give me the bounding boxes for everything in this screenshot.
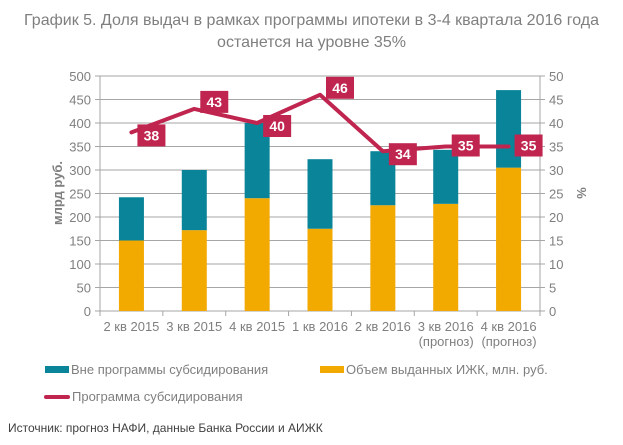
data-label: 46: [332, 80, 348, 96]
bar-volume: [496, 167, 522, 311]
data-label: 43: [206, 94, 222, 110]
data-label-box: [326, 76, 354, 99]
y-tick-label: 150: [69, 234, 91, 249]
x-tick-label: 4 кв 2015: [229, 319, 285, 334]
y2-tick-label: 30: [549, 163, 563, 178]
bar-volume: [244, 198, 270, 311]
data-label: 35: [458, 138, 474, 154]
x-tick-label: (прогноз): [419, 334, 474, 349]
bar-volume: [118, 240, 144, 311]
chart-title-line-2: останется на уровне 35%: [217, 34, 406, 51]
data-label: 35: [521, 138, 537, 154]
bar-volume: [370, 205, 396, 311]
bar-volume: [307, 228, 333, 311]
x-tick-label: (прогноз): [481, 334, 536, 349]
bar-volume: [433, 203, 459, 311]
data-label-box: [514, 134, 543, 157]
y-tick-label: 100: [69, 257, 91, 272]
y-tick-label: 350: [69, 140, 91, 155]
bar-outside: [181, 170, 207, 231]
data-label-box: [388, 143, 417, 166]
y-tick-label: 300: [69, 163, 91, 178]
y2-tick-label: 35: [549, 140, 563, 155]
x-tick-label: 3 кв 2015: [166, 319, 222, 334]
data-label-box: [451, 134, 480, 157]
y-tick-label: 500: [69, 69, 91, 84]
bars: [118, 90, 522, 311]
legend-swatch-program: [44, 394, 70, 399]
bar-outside: [307, 159, 333, 229]
data-label-box: [263, 115, 292, 137]
y-tick-label: 450: [69, 93, 91, 108]
x-tick-label: 1 кв 2016: [292, 319, 348, 334]
program-line: [129, 92, 511, 154]
legend-swatch-outside: [45, 366, 69, 373]
x-tick-label: 4 кв 2016: [481, 319, 537, 334]
legend-swatch-volume: [320, 366, 344, 373]
y-tick-label: 250: [69, 187, 91, 202]
source-note: Источник: прогноз НАФИ, данные Банка Рос…: [8, 421, 323, 435]
data-label-box: [137, 124, 166, 147]
bar-volume: [181, 230, 207, 311]
y2-tick-label: 20: [549, 210, 563, 225]
program-series-line: [129, 92, 511, 154]
y2-tick-label: 10: [549, 257, 563, 272]
bar-outside: [118, 197, 144, 241]
tick-labels: 0 50 100 150 200 250 300 350 400 450 500 0 5 10 15 20 25…: [69, 69, 563, 349]
legend-item-outside: Вне программы субсидирования: [45, 362, 268, 377]
legend-label-outside: Вне программы субсидирования: [71, 362, 269, 377]
x-tick-label: 3 кв 2016: [418, 319, 474, 334]
data-label: 38: [144, 127, 160, 143]
y2-tick-label: 40: [549, 116, 563, 131]
x-tick-label: 2 кв 2016: [355, 319, 411, 334]
legend-item-program: Программа субсидирования: [44, 389, 243, 404]
bar-outside: [433, 149, 459, 204]
y2-tick-label: 0: [549, 304, 556, 319]
data-label: 40: [269, 118, 285, 134]
legend-label-volume: Объем выданных ИЖК, млн. руб.: [346, 362, 548, 377]
y2-tick-label: 15: [549, 234, 563, 249]
data-labels: 38 43 40 46 34 35 35: [137, 76, 543, 166]
y2-tick-label: 5: [549, 281, 556, 296]
chart-title-line-1: График 5. Доля выдач в рамках программы …: [24, 12, 599, 29]
legend-item-volume: Объем выданных ИЖК, млн. руб.: [320, 362, 548, 377]
x-tick-label: 2 кв 2015: [103, 319, 159, 334]
y-tick-label: 0: [84, 304, 91, 319]
legend-label-program: Программа субсидирования: [72, 389, 243, 404]
y-tick-label: 50: [77, 281, 91, 296]
y2-tick-label: 50: [549, 69, 563, 84]
y-axis-label: млрд руб.: [50, 161, 65, 225]
y2-tick-label: 45: [549, 93, 563, 108]
y2-axis-label: %: [574, 187, 589, 199]
y-tick-label: 200: [69, 210, 91, 225]
chart-title: График 5. Доля выдач в рамках программы …: [0, 10, 623, 54]
data-label: 34: [395, 146, 411, 162]
y2-tick-label: 25: [549, 187, 563, 202]
y-tick-label: 400: [69, 116, 91, 131]
data-label-box: [200, 90, 229, 113]
